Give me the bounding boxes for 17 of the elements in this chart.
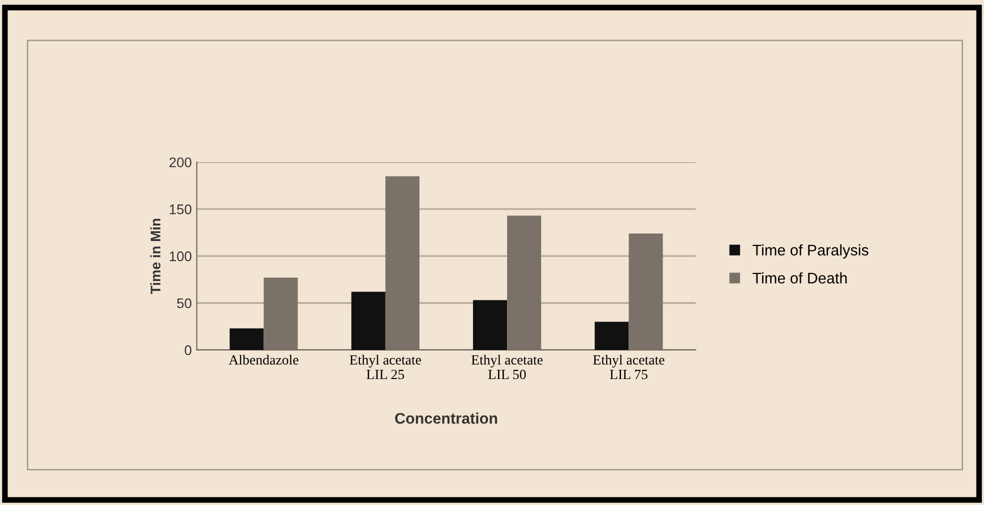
y-tick-label: 50	[177, 298, 192, 308]
x-tick-label: Ethyl acetate LIL 25	[350, 354, 421, 380]
bar	[351, 292, 386, 350]
bar	[594, 322, 629, 350]
y-tick-label: 0	[184, 345, 192, 356]
x-axis-title: Concentration	[395, 412, 498, 424]
bar	[230, 328, 264, 350]
y-axis-title: Time in Min	[150, 218, 160, 294]
y-tick-label: 150	[170, 204, 192, 214]
y-tick-label: 100	[170, 251, 192, 262]
bar	[473, 300, 508, 350]
x-tick-label: Ethyl acetate LIL 75	[593, 354, 664, 380]
x-tick-label: Ethyl acetate LIL 50	[471, 354, 543, 380]
legend-label: Time of Death	[752, 272, 847, 284]
y-tick-label: 200	[169, 157, 192, 168]
legend-label: Time of Paralysis	[752, 244, 868, 259]
x-tick-label: Albendazole	[228, 354, 298, 365]
